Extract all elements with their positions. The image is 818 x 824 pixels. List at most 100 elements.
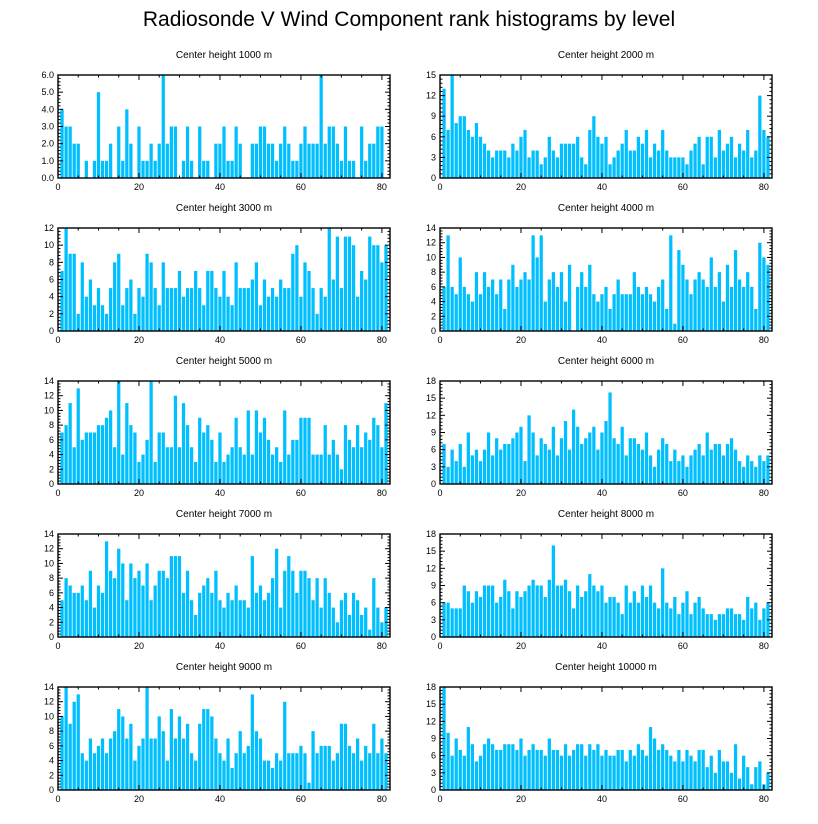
bar (198, 417, 202, 484)
bar (644, 432, 649, 484)
bar (446, 235, 450, 331)
bar (482, 449, 487, 484)
y-tick-label: 0 (431, 173, 436, 183)
bar (279, 760, 283, 790)
bar (766, 772, 770, 790)
bar (628, 749, 632, 790)
x-tick-label: 60 (296, 488, 306, 498)
bar (661, 129, 665, 178)
bar (661, 744, 665, 790)
bar (515, 286, 519, 331)
bar (351, 245, 356, 331)
bar (198, 288, 202, 331)
bar (165, 143, 169, 178)
panel-2: Center height 2000 m 0 20 40 60 80 0 3 6 9 12 15 (426, 50, 773, 192)
bar (234, 262, 238, 331)
bar (266, 439, 271, 484)
x-tick-label: 60 (678, 641, 688, 651)
bar (754, 150, 758, 178)
bar (486, 585, 491, 637)
bar (652, 143, 657, 178)
x-tick-label: 40 (597, 182, 607, 192)
bar (616, 279, 620, 331)
bar (226, 592, 230, 637)
bar (620, 294, 624, 331)
bar (299, 417, 303, 484)
bar (648, 455, 653, 484)
bar (177, 270, 182, 331)
bar (287, 454, 291, 484)
bar (527, 279, 531, 331)
bar (450, 755, 454, 790)
bar (701, 164, 705, 178)
bar (584, 438, 588, 484)
bar (523, 129, 527, 178)
panel-title: Center height 10000 m (555, 662, 657, 673)
bar (165, 447, 169, 484)
bar (701, 608, 705, 637)
y-tick-label: 8 (49, 257, 54, 267)
bar (331, 607, 335, 637)
bar (364, 432, 368, 484)
bar (218, 753, 222, 790)
bar (198, 723, 202, 790)
bar (145, 687, 149, 790)
bar (559, 755, 564, 790)
bar (376, 753, 380, 790)
bar (307, 782, 311, 790)
bar (64, 228, 68, 331)
x-tick-label: 80 (759, 488, 769, 498)
bar (234, 585, 238, 637)
x-tick-label: 20 (516, 794, 526, 804)
bar (442, 443, 446, 484)
bar (238, 447, 242, 484)
bar (206, 709, 210, 790)
bar (547, 279, 551, 331)
bar (644, 286, 649, 331)
x-tick-label: 40 (215, 335, 225, 345)
bar (693, 449, 697, 484)
y-tick-label: 15 (426, 699, 436, 709)
bar (523, 461, 527, 484)
bar (109, 143, 113, 178)
bar (299, 296, 303, 331)
x-tick-label: 80 (377, 794, 387, 804)
bar (620, 426, 624, 484)
bar (681, 602, 685, 637)
bar (543, 596, 547, 637)
bar (612, 157, 616, 178)
bar (315, 454, 319, 484)
bar (100, 160, 105, 178)
bar (632, 272, 636, 331)
bar (355, 425, 360, 484)
y-tick-label: 2 (49, 770, 54, 780)
panel-6: Center height 6000 m 0 20 40 60 80 0 3 6 9 12 15 18 (426, 356, 773, 498)
bar (689, 755, 693, 790)
bar (507, 279, 511, 331)
bar (343, 592, 348, 637)
x-tick-label: 40 (215, 182, 225, 192)
bar (608, 308, 612, 331)
bar (315, 753, 319, 790)
bar (157, 570, 161, 637)
bar (347, 236, 352, 331)
bar (462, 585, 466, 637)
bar (685, 279, 689, 331)
bar (721, 455, 726, 484)
bar (355, 296, 360, 331)
bar (189, 600, 194, 637)
bar (737, 279, 742, 331)
bar (380, 447, 384, 484)
bar (701, 279, 705, 331)
y-tick-label: 2 (49, 464, 54, 474)
y-tick-label: 9 (431, 581, 436, 591)
bar (588, 432, 592, 484)
bar (319, 607, 323, 637)
y-tick-label: 12 (426, 563, 436, 573)
bar (458, 749, 462, 790)
y-tick-label: 9 (431, 734, 436, 744)
bar (531, 579, 535, 637)
bar (177, 556, 182, 637)
bar (270, 143, 275, 178)
bar (104, 160, 109, 178)
